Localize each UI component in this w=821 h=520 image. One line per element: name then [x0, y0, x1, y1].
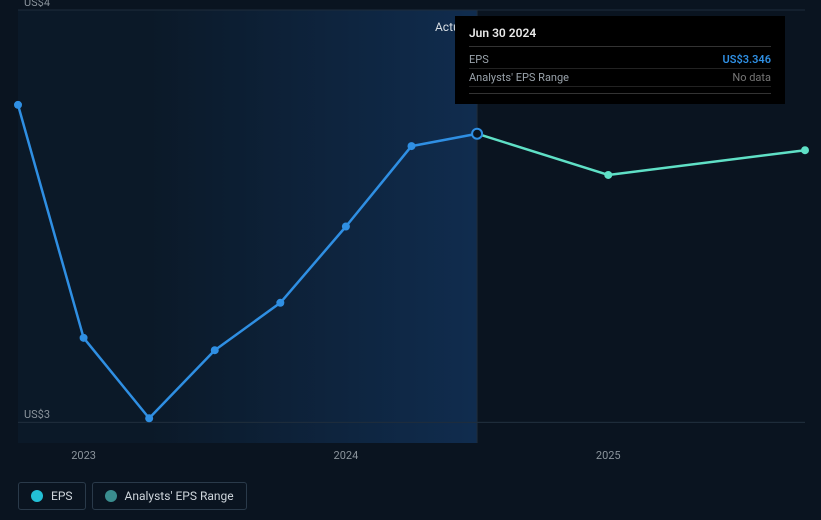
legend-label: EPS	[51, 489, 73, 503]
tooltip-value: US$3.346	[723, 53, 772, 66]
tooltip-label: Analysts' EPS Range	[469, 71, 569, 84]
legend-swatch-icon	[105, 490, 117, 502]
legend-eps-range[interactable]: Analysts' EPS Range	[92, 482, 247, 510]
legend-swatch-icon	[31, 490, 43, 502]
tooltip-label: EPS	[469, 53, 489, 66]
tooltip-row-range: Analysts' EPS Range No data	[469, 69, 771, 87]
legend-eps[interactable]: EPS	[18, 482, 86, 510]
tooltip-date: Jun 30 2024	[469, 26, 771, 47]
tooltip-row-eps: EPS US$3.346	[469, 51, 771, 69]
legend-label: Analysts' EPS Range	[125, 489, 234, 503]
tooltip-value-muted: No data	[732, 71, 771, 84]
eps-chart: US$3US$4 202320242025 Actual Analysts Fo…	[0, 0, 821, 520]
hover-tooltip: Jun 30 2024 EPS US$3.346 Analysts' EPS R…	[455, 16, 785, 104]
legend: EPS Analysts' EPS Range	[18, 482, 247, 510]
